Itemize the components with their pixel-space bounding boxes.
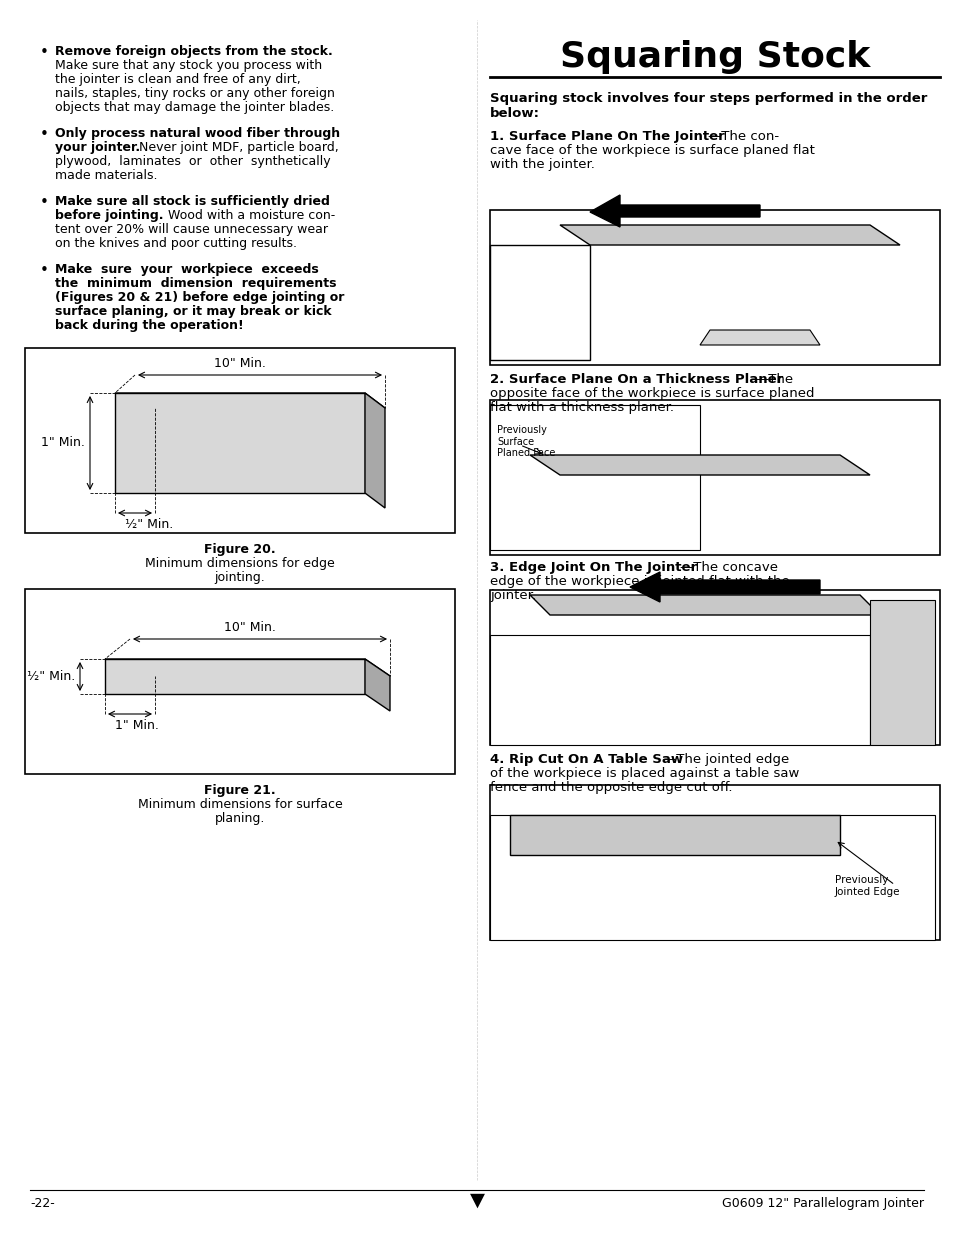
Polygon shape xyxy=(629,572,820,601)
Text: edge of the workpiece is jointed flat with the: edge of the workpiece is jointed flat wi… xyxy=(490,576,789,588)
Text: Only process natural wood fiber through: Only process natural wood fiber through xyxy=(55,127,340,140)
Text: —The con-: —The con- xyxy=(707,130,779,143)
Text: on the knives and poor cutting results.: on the knives and poor cutting results. xyxy=(55,237,296,249)
Polygon shape xyxy=(115,393,385,408)
Text: nails, staples, tiny rocks or any other foreign: nails, staples, tiny rocks or any other … xyxy=(55,86,335,100)
Text: Figure 20.: Figure 20. xyxy=(204,543,275,556)
Text: 1" Min.: 1" Min. xyxy=(41,436,85,450)
Text: G0609 12" Parallelogram Jointer: G0609 12" Parallelogram Jointer xyxy=(721,1197,923,1210)
Text: Squaring Stock: Squaring Stock xyxy=(559,40,869,74)
Text: •: • xyxy=(40,263,49,278)
Text: •: • xyxy=(40,44,49,61)
Text: Previously
Surface
Planed Face: Previously Surface Planed Face xyxy=(497,425,555,458)
Polygon shape xyxy=(365,659,390,711)
Text: •: • xyxy=(40,195,49,210)
Text: fence and the opposite edge cut off.: fence and the opposite edge cut off. xyxy=(490,781,732,794)
Polygon shape xyxy=(490,635,869,745)
Text: objects that may damage the jointer blades.: objects that may damage the jointer blad… xyxy=(55,101,334,114)
Text: of the workpiece is placed against a table saw: of the workpiece is placed against a tab… xyxy=(490,767,799,781)
Bar xyxy=(490,210,939,366)
Polygon shape xyxy=(700,330,820,345)
Text: planing.: planing. xyxy=(214,811,265,825)
Text: Previously
Jointed Edge: Previously Jointed Edge xyxy=(834,876,900,897)
Text: ½" Min.: ½" Min. xyxy=(125,517,173,531)
Polygon shape xyxy=(115,393,365,493)
Text: —The jointed edge: —The jointed edge xyxy=(662,753,788,766)
Text: before jointing.: before jointing. xyxy=(55,209,163,222)
Polygon shape xyxy=(530,595,879,615)
Text: —The: —The xyxy=(754,373,792,387)
Text: jointing.: jointing. xyxy=(214,571,265,584)
Text: back during the operation!: back during the operation! xyxy=(55,319,244,332)
Text: plywood,  laminates  or  other  synthetically: plywood, laminates or other syntheticall… xyxy=(55,156,331,168)
Bar xyxy=(25,589,455,774)
Bar xyxy=(490,400,939,555)
Text: flat with a thickness planer.: flat with a thickness planer. xyxy=(490,401,673,414)
Text: your jointer.: your jointer. xyxy=(55,141,140,154)
Text: cave face of the workpiece is surface planed flat: cave face of the workpiece is surface pl… xyxy=(490,144,814,157)
Text: opposite face of the workpiece is surface planed: opposite face of the workpiece is surfac… xyxy=(490,387,814,400)
Polygon shape xyxy=(510,815,840,855)
Text: Figure 21.: Figure 21. xyxy=(204,784,275,797)
Text: -22-: -22- xyxy=(30,1197,54,1210)
Text: ▼: ▼ xyxy=(469,1191,484,1210)
Text: ½" Min.: ½" Min. xyxy=(27,669,75,683)
Text: 10" Min.: 10" Min. xyxy=(213,357,266,370)
Text: Make sure all stock is sufficiently dried: Make sure all stock is sufficiently drie… xyxy=(55,195,330,207)
Text: Never joint MDF, particle board,: Never joint MDF, particle board, xyxy=(135,141,338,154)
Polygon shape xyxy=(105,659,365,694)
Text: Minimum dimensions for surface: Minimum dimensions for surface xyxy=(137,798,342,811)
Polygon shape xyxy=(490,815,934,940)
Text: 3. Edge Joint On The Jointer: 3. Edge Joint On The Jointer xyxy=(490,561,697,574)
Polygon shape xyxy=(869,600,934,745)
Polygon shape xyxy=(490,245,589,359)
Text: Squaring stock involves four steps performed in the order below:: Squaring stock involves four steps perfo… xyxy=(490,91,926,120)
Bar xyxy=(25,348,455,534)
Text: the  minimum  dimension  requirements: the minimum dimension requirements xyxy=(55,277,336,290)
Text: —The concave: —The concave xyxy=(679,561,778,574)
Polygon shape xyxy=(530,454,869,475)
Text: 1" Min.: 1" Min. xyxy=(115,719,159,732)
Polygon shape xyxy=(490,405,700,550)
Text: 10" Min.: 10" Min. xyxy=(224,621,275,634)
Text: 4. Rip Cut On A Table Saw: 4. Rip Cut On A Table Saw xyxy=(490,753,682,766)
Text: Wood with a moisture con-: Wood with a moisture con- xyxy=(164,209,335,222)
Text: •: • xyxy=(40,127,49,142)
Text: Make sure that any stock you process with: Make sure that any stock you process wit… xyxy=(55,59,322,72)
Text: Minimum dimensions for edge: Minimum dimensions for edge xyxy=(145,557,335,571)
Text: Remove foreign objects from the stock.: Remove foreign objects from the stock. xyxy=(55,44,333,58)
Bar xyxy=(490,785,939,940)
Text: with the jointer.: with the jointer. xyxy=(490,158,595,170)
Text: jointer.: jointer. xyxy=(490,589,536,601)
Text: made materials.: made materials. xyxy=(55,169,157,182)
Polygon shape xyxy=(365,393,385,508)
Bar xyxy=(490,590,939,745)
Text: the jointer is clean and free of any dirt,: the jointer is clean and free of any dir… xyxy=(55,73,300,86)
Text: (Figures 20 & 21) before edge jointing or: (Figures 20 & 21) before edge jointing o… xyxy=(55,291,344,304)
Polygon shape xyxy=(559,225,899,245)
Text: surface planing, or it may break or kick: surface planing, or it may break or kick xyxy=(55,305,332,317)
Polygon shape xyxy=(105,659,390,676)
Text: 1. Surface Plane On The Jointer: 1. Surface Plane On The Jointer xyxy=(490,130,724,143)
Text: tent over 20% will cause unnecessary wear: tent over 20% will cause unnecessary wea… xyxy=(55,224,328,236)
Polygon shape xyxy=(589,195,760,227)
Text: Make  sure  your  workpiece  exceeds: Make sure your workpiece exceeds xyxy=(55,263,318,275)
Text: 2. Surface Plane On a Thickness Planer: 2. Surface Plane On a Thickness Planer xyxy=(490,373,782,387)
